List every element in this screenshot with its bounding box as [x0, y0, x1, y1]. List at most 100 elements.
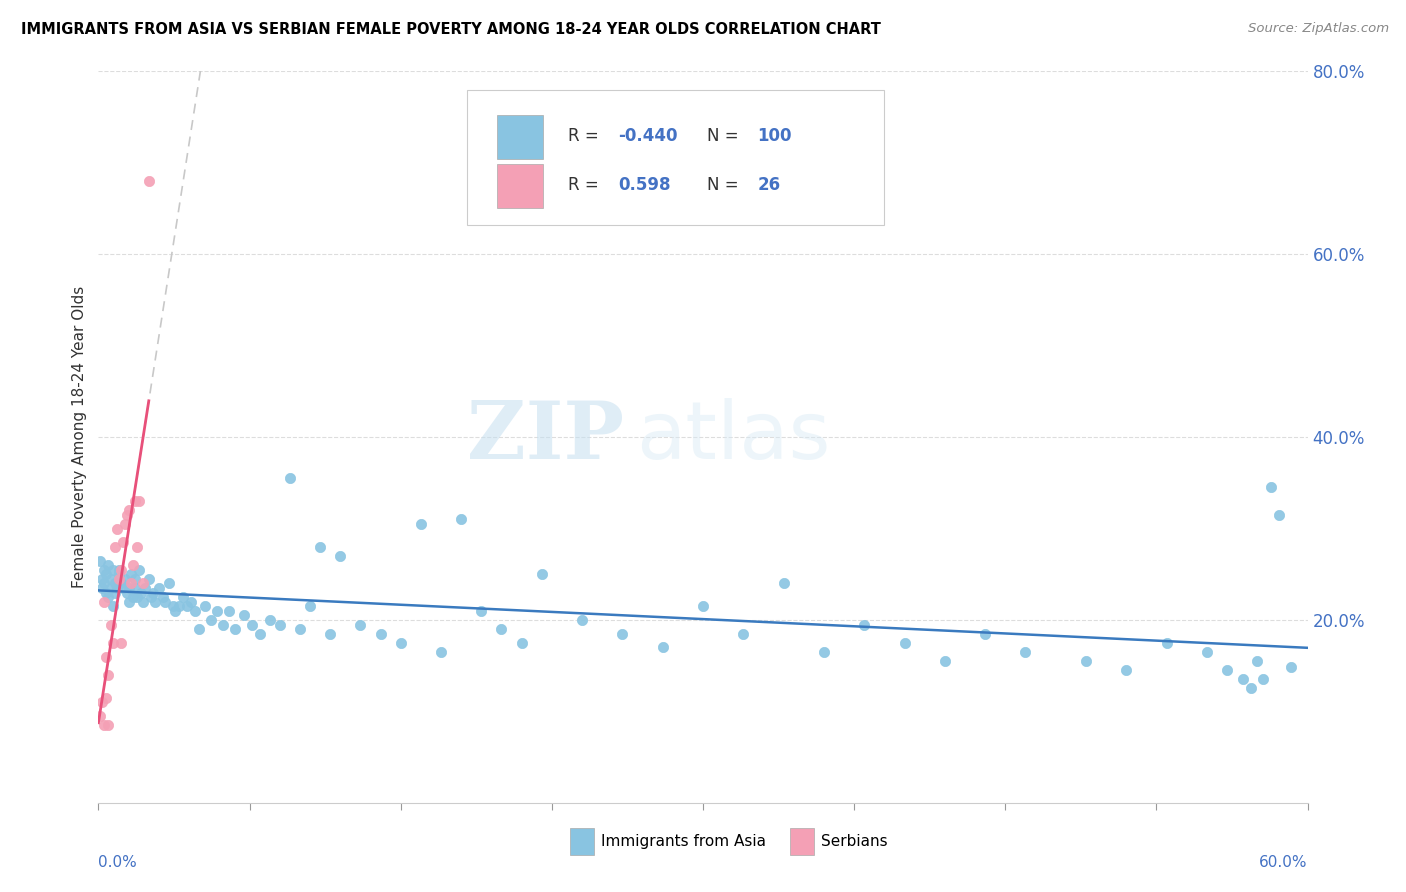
Point: [97, 558, 120, 573]
Point: [157, 576, 180, 591]
Point: [96, 567, 118, 582]
Point: [89, 709, 111, 723]
Point: [134, 581, 156, 595]
Text: Immigrants from Asia: Immigrants from Asia: [602, 834, 766, 849]
Text: 100: 100: [758, 127, 792, 145]
Y-axis label: Female Poverty Among 18-24 Year Olds: Female Poverty Among 18-24 Year Olds: [72, 286, 87, 588]
Point: [491, 622, 513, 636]
Point: [163, 604, 186, 618]
Point: [101, 563, 124, 577]
Point: [1156, 636, 1178, 650]
Point: [207, 604, 229, 618]
Point: [1216, 663, 1239, 677]
Point: [100, 581, 122, 595]
Point: [110, 636, 132, 650]
Point: [91, 581, 114, 595]
Point: [510, 636, 533, 650]
Point: [100, 572, 122, 586]
Point: [651, 640, 673, 655]
Point: [612, 626, 634, 640]
Text: 0.598: 0.598: [619, 176, 671, 194]
Point: [96, 690, 118, 705]
Point: [105, 521, 128, 535]
Text: atlas: atlas: [637, 398, 831, 476]
Point: [370, 626, 392, 640]
FancyBboxPatch shape: [569, 828, 595, 855]
Point: [138, 572, 160, 586]
Point: [188, 622, 211, 636]
Point: [893, 636, 915, 650]
Point: [153, 594, 176, 608]
Point: [530, 567, 553, 582]
Point: [107, 567, 129, 582]
Point: [142, 585, 165, 599]
Point: [96, 649, 118, 664]
Point: [129, 585, 152, 599]
Point: [571, 613, 593, 627]
Point: [1281, 660, 1303, 674]
Point: [124, 572, 146, 586]
Point: [1232, 673, 1254, 687]
Point: [132, 594, 155, 608]
Point: [299, 599, 322, 614]
Point: [93, 594, 115, 608]
Point: [692, 599, 714, 614]
Point: [103, 585, 125, 599]
Point: [1195, 645, 1218, 659]
Point: [96, 585, 118, 599]
Text: N =: N =: [707, 176, 749, 194]
Point: [1115, 663, 1137, 677]
Point: [172, 590, 194, 604]
Point: [813, 645, 835, 659]
Text: N =: N =: [707, 127, 744, 145]
Text: Serbians: Serbians: [821, 834, 889, 849]
Point: [121, 590, 143, 604]
Point: [152, 590, 174, 604]
Point: [269, 617, 291, 632]
Point: [218, 604, 240, 618]
Point: [450, 512, 472, 526]
Point: [111, 535, 134, 549]
Point: [138, 174, 160, 188]
Point: [772, 576, 794, 591]
Text: 60.0%: 60.0%: [1260, 855, 1308, 871]
Point: [103, 540, 125, 554]
Text: R =: R =: [568, 127, 603, 145]
FancyBboxPatch shape: [498, 115, 543, 159]
Point: [128, 563, 150, 577]
FancyBboxPatch shape: [467, 90, 884, 225]
Point: [1014, 645, 1036, 659]
Point: [1240, 681, 1263, 695]
Point: [118, 594, 141, 608]
Point: [212, 617, 235, 632]
Text: Source: ZipAtlas.com: Source: ZipAtlas.com: [1249, 22, 1389, 36]
Point: [1260, 480, 1282, 494]
Point: [128, 494, 150, 508]
Point: [162, 599, 184, 614]
Text: -0.440: -0.440: [619, 127, 678, 145]
Point: [329, 549, 352, 563]
Point: [1251, 673, 1274, 687]
Point: [115, 585, 138, 599]
Point: [224, 622, 246, 636]
Point: [100, 617, 122, 632]
Point: [120, 567, 142, 582]
Point: [110, 576, 132, 591]
Text: R =: R =: [568, 176, 609, 194]
Point: [110, 563, 132, 577]
Point: [107, 563, 129, 577]
Point: [309, 540, 332, 554]
Point: [430, 645, 453, 659]
Point: [107, 572, 129, 586]
FancyBboxPatch shape: [498, 164, 543, 208]
Point: [139, 590, 162, 604]
Point: [180, 594, 202, 608]
Point: [103, 576, 125, 591]
Point: [89, 553, 111, 567]
Point: [974, 626, 997, 640]
Point: [176, 599, 198, 614]
Point: [118, 503, 141, 517]
Point: [120, 576, 142, 591]
Point: [97, 667, 120, 681]
Point: [97, 590, 120, 604]
